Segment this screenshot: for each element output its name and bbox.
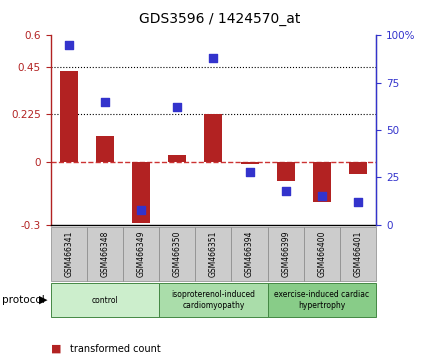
Bar: [340, 227, 376, 281]
Text: transformed count: transformed count: [70, 344, 161, 354]
Point: [174, 104, 181, 110]
Bar: [268, 283, 376, 317]
Bar: [51, 227, 87, 281]
Bar: [268, 227, 304, 281]
Bar: [241, 162, 259, 164]
Bar: [87, 227, 123, 281]
Bar: [231, 227, 268, 281]
Point: [246, 169, 253, 175]
Text: protocol: protocol: [2, 295, 45, 305]
Text: GSM466349: GSM466349: [136, 231, 146, 277]
Bar: [168, 155, 186, 162]
Point: [319, 194, 326, 199]
Text: GSM466399: GSM466399: [281, 231, 290, 277]
Text: ▶: ▶: [39, 295, 48, 305]
Bar: [132, 162, 150, 223]
Text: GSM466401: GSM466401: [354, 231, 363, 277]
Point: [65, 42, 72, 48]
Point: [101, 99, 108, 104]
Bar: [304, 227, 340, 281]
Bar: [159, 227, 195, 281]
Text: isoproterenol-induced
cardiomyopathy: isoproterenol-induced cardiomyopathy: [172, 290, 255, 310]
Text: GSM466351: GSM466351: [209, 231, 218, 277]
Bar: [123, 227, 159, 281]
Text: GSM466350: GSM466350: [173, 231, 182, 277]
Bar: [51, 283, 159, 317]
Point: [355, 199, 362, 205]
Text: exercise-induced cardiac
hypertrophy: exercise-induced cardiac hypertrophy: [275, 290, 370, 310]
Text: GSM466348: GSM466348: [100, 231, 110, 277]
Text: GDS3596 / 1424570_at: GDS3596 / 1424570_at: [139, 12, 301, 27]
Text: GSM466394: GSM466394: [245, 231, 254, 277]
Point: [138, 207, 145, 212]
Bar: [313, 162, 331, 202]
Bar: [204, 114, 223, 162]
Bar: [159, 283, 268, 317]
Text: ■: ■: [51, 344, 61, 354]
Text: GSM466341: GSM466341: [64, 231, 73, 277]
Bar: [277, 162, 295, 181]
Point: [210, 55, 217, 61]
Bar: [96, 136, 114, 162]
Text: control: control: [92, 296, 118, 304]
Point: [282, 188, 289, 194]
Bar: [195, 227, 231, 281]
Bar: [349, 162, 367, 174]
Text: GSM466400: GSM466400: [317, 231, 326, 277]
Bar: [60, 71, 78, 162]
